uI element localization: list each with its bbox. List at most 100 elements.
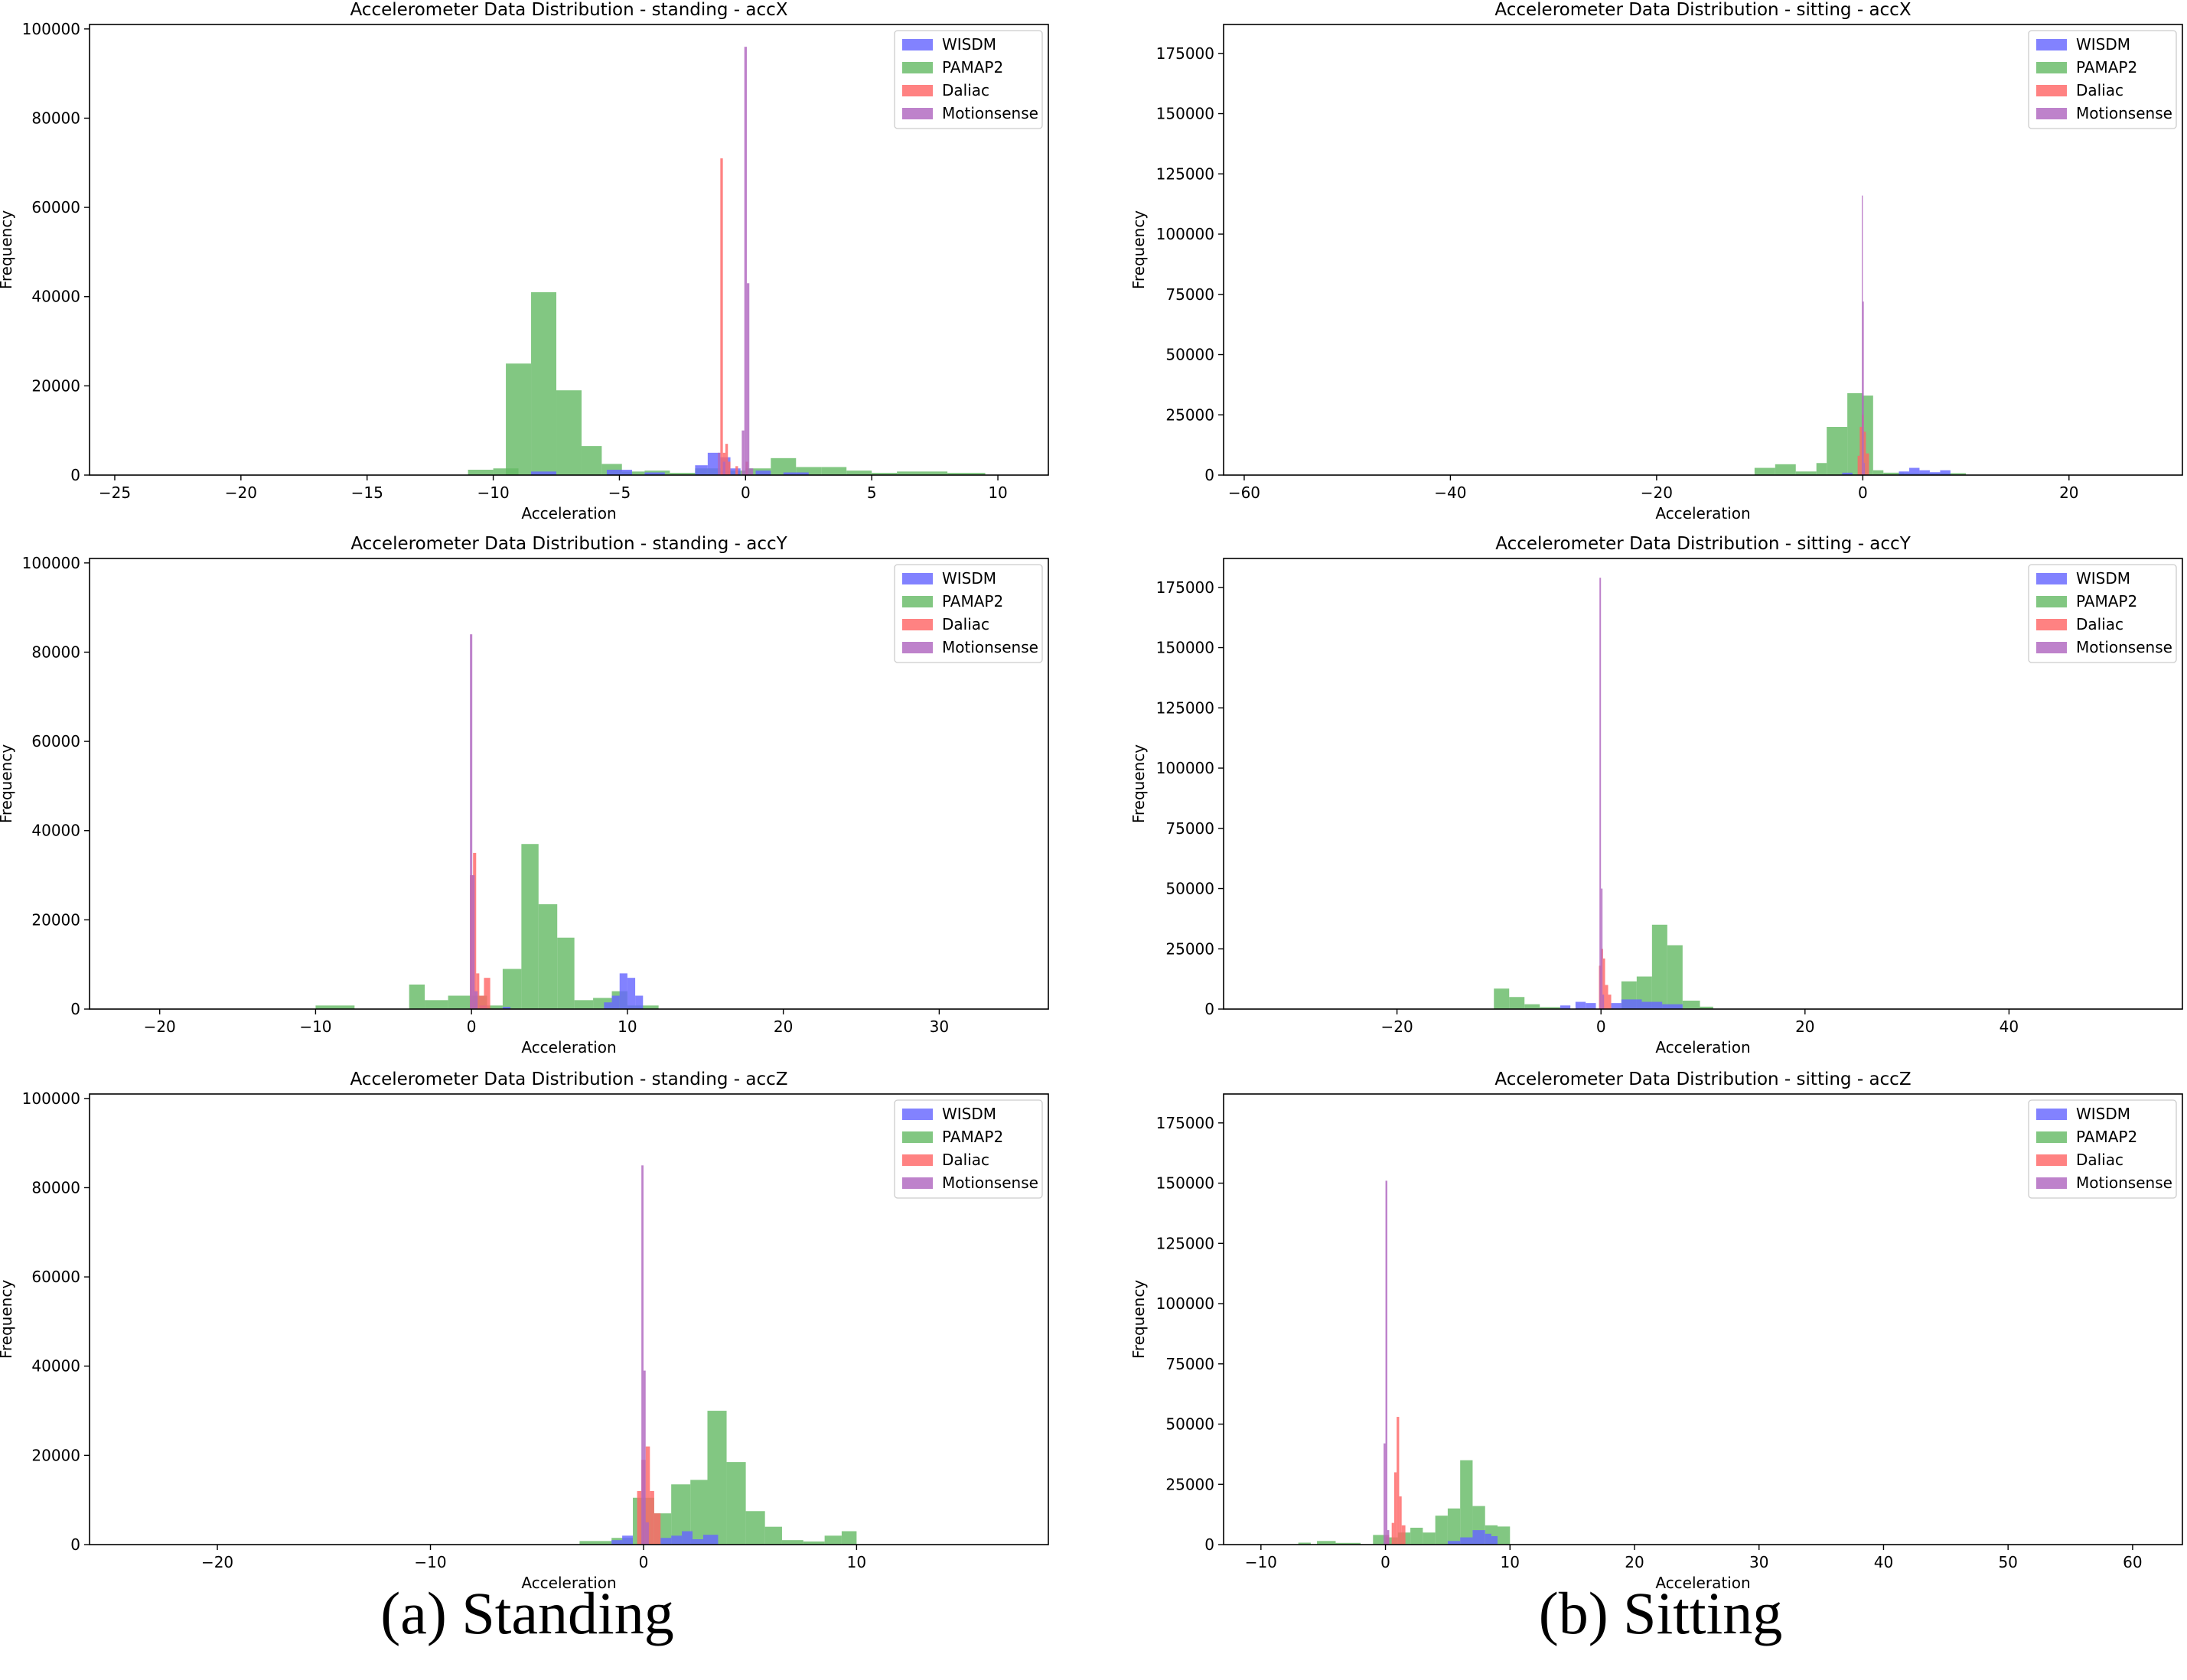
legend-swatch-daliac bbox=[2036, 619, 2067, 630]
x-tick-label: −20 bbox=[225, 483, 257, 502]
caption-standing: (a) Standing bbox=[380, 1580, 673, 1646]
bar-pamap2 bbox=[1775, 464, 1796, 475]
axes-frame bbox=[89, 24, 1049, 476]
legend-swatch-pamap2 bbox=[2036, 62, 2067, 73]
x-tick-label: 10 bbox=[988, 483, 1007, 502]
y-tick-label: 20000 bbox=[31, 910, 80, 929]
legend-swatch-pamap2 bbox=[2036, 596, 2067, 607]
bar-pamap2 bbox=[1423, 1532, 1436, 1545]
bar-pamap2 bbox=[579, 1541, 612, 1545]
x-axis-label: Acceleration bbox=[521, 504, 616, 523]
chart-panel-4: Accelerometer Data Distribution - sittin… bbox=[1129, 534, 2183, 1057]
bar-wisdm bbox=[671, 1535, 683, 1545]
bars-group bbox=[315, 634, 659, 1009]
bar-wisdm bbox=[611, 995, 620, 1009]
legend-swatch-motionsense bbox=[2036, 642, 2067, 653]
bar-daliac bbox=[484, 978, 491, 1009]
legend-label-pamap2: PAMAP2 bbox=[942, 1128, 1003, 1146]
bar-pamap2 bbox=[1447, 1508, 1461, 1545]
legend-box bbox=[2028, 1099, 2177, 1199]
y-tick-label: 175000 bbox=[1156, 578, 1214, 597]
y-tick-label: 25000 bbox=[1165, 405, 1214, 424]
bar-wisdm bbox=[1842, 472, 1853, 475]
y-tick-label: 0 bbox=[70, 1535, 80, 1554]
chart-title: Accelerometer Data Distribution - sittin… bbox=[1495, 534, 1911, 554]
x-tick-label: −20 bbox=[1641, 483, 1673, 502]
chart-title: Accelerometer Data Distribution - standi… bbox=[350, 534, 787, 554]
bar-pamap2 bbox=[1494, 988, 1510, 1009]
bar-wisdm bbox=[1575, 1001, 1586, 1009]
x-tick-label: −20 bbox=[144, 1017, 176, 1036]
bar-wisdm bbox=[1899, 471, 1909, 475]
bar-wisdm bbox=[1908, 467, 1920, 475]
legend-swatch-pamap2 bbox=[902, 596, 933, 607]
x-tick-label: 0 bbox=[1596, 1017, 1606, 1036]
bar-pamap2 bbox=[1410, 1527, 1423, 1545]
bar-pamap2 bbox=[764, 1526, 782, 1545]
legend-label-motionsense: Motionsense bbox=[942, 1174, 1038, 1192]
bar-wisdm bbox=[730, 468, 741, 475]
bar-pamap2 bbox=[1700, 1006, 1713, 1009]
bar-wisdm bbox=[702, 1535, 719, 1545]
bar-wisdm bbox=[755, 470, 771, 475]
bar-motionsense bbox=[744, 47, 747, 476]
y-axis-label: Frequency bbox=[0, 210, 15, 289]
bar-pamap2 bbox=[502, 969, 522, 1009]
bar-motionsense bbox=[643, 1370, 646, 1545]
x-tick-label: −40 bbox=[1434, 483, 1466, 502]
bar-motionsense bbox=[746, 283, 750, 475]
bar-daliac bbox=[728, 461, 731, 475]
y-tick-label: 100000 bbox=[22, 554, 80, 572]
bar-pamap2 bbox=[425, 1000, 448, 1009]
y-tick-label: 60000 bbox=[31, 732, 80, 750]
y-tick-label: 125000 bbox=[1156, 1234, 1214, 1252]
bar-daliac bbox=[1866, 453, 1869, 475]
bar-wisdm bbox=[693, 1539, 703, 1545]
x-tick-label: 50 bbox=[1998, 1553, 2017, 1571]
bar-pamap2 bbox=[409, 984, 425, 1009]
bar-pamap2 bbox=[1795, 471, 1817, 475]
bar-wisdm bbox=[635, 995, 644, 1009]
y-tick-label: 50000 bbox=[1165, 1415, 1214, 1434]
bar-motionsense bbox=[718, 452, 721, 475]
bar-motionsense bbox=[1384, 1443, 1386, 1545]
bar-pamap2 bbox=[1335, 1542, 1361, 1545]
y-tick-label: 100000 bbox=[1156, 225, 1214, 243]
bar-pamap2 bbox=[1540, 1007, 1560, 1009]
bar-motionsense bbox=[1385, 1180, 1387, 1545]
y-axis-label: Frequency bbox=[0, 1280, 15, 1359]
bar-wisdm bbox=[1662, 1004, 1683, 1009]
legend-label-daliac: Daliac bbox=[2076, 81, 2123, 99]
bar-daliac bbox=[735, 466, 738, 475]
y-tick-label: 125000 bbox=[1156, 164, 1214, 183]
bar-pamap2 bbox=[574, 1000, 594, 1009]
legend-swatch-daliac bbox=[902, 1154, 933, 1166]
y-tick-label: 25000 bbox=[1165, 939, 1214, 958]
bar-wisdm bbox=[1940, 470, 1951, 475]
y-axis-label: Frequency bbox=[1129, 210, 1148, 289]
bar-wisdm bbox=[644, 472, 665, 475]
legend-swatch-wisdm bbox=[2036, 39, 2067, 50]
y-tick-label: 0 bbox=[70, 1000, 80, 1018]
x-tick-label: 60 bbox=[2123, 1553, 2142, 1571]
bar-daliac bbox=[1391, 1522, 1394, 1545]
x-axis-label: Acceleration bbox=[1655, 504, 1750, 523]
bar-pamap2 bbox=[1816, 463, 1827, 475]
bar-daliac bbox=[1608, 995, 1612, 1009]
y-tick-label: 20000 bbox=[31, 376, 80, 395]
bar-motionsense bbox=[470, 634, 473, 1009]
y-tick-label: 150000 bbox=[1156, 105, 1214, 123]
bar-wisdm bbox=[783, 472, 809, 475]
y-tick-label: 80000 bbox=[31, 643, 80, 661]
y-tick-label: 20000 bbox=[31, 1446, 80, 1464]
bar-pamap2 bbox=[1317, 1541, 1336, 1545]
bar-pamap2 bbox=[707, 1411, 727, 1545]
bar-daliac bbox=[1863, 431, 1866, 475]
bar-wisdm bbox=[660, 1538, 672, 1545]
bar-daliac bbox=[725, 444, 728, 475]
y-tick-label: 40000 bbox=[31, 822, 80, 840]
bar-wisdm bbox=[611, 1540, 623, 1545]
legend-swatch-motionsense bbox=[902, 108, 933, 119]
y-tick-label: 0 bbox=[1204, 1535, 1214, 1554]
